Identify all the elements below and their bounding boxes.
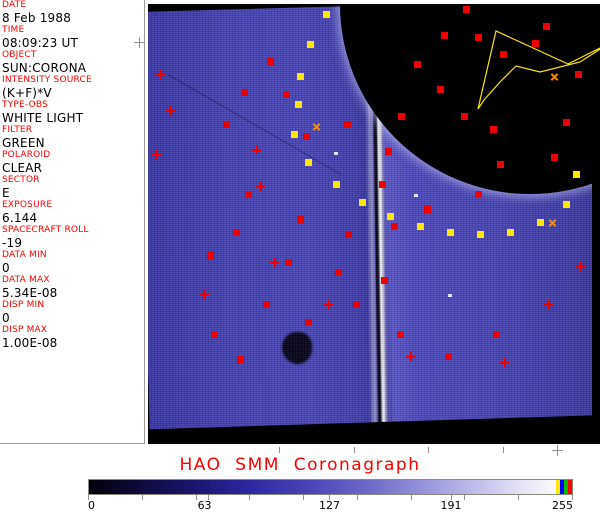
metadata-value: 0 (2, 261, 10, 275)
metadata-entry: SECTOR E (0, 175, 144, 200)
metadata-entry: DATA MAX 5.34E-08 (0, 275, 144, 300)
axis-tick (502, 447, 504, 453)
metadata-value: 5.34E-08 (2, 286, 58, 300)
metadata-value: 0 (2, 311, 10, 325)
axis-tick (428, 447, 430, 453)
colorbar-tick-label: 63 (197, 499, 212, 512)
bright-spot (414, 194, 418, 197)
metadata-label: TIME (2, 25, 25, 35)
metadata-label: DISP MAX (2, 325, 48, 335)
corona-field (148, 4, 600, 444)
metadata-label: DATA MIN (2, 250, 47, 260)
dust-blob (282, 332, 312, 364)
bright-spot (448, 294, 452, 297)
metadata-value: 6.144 (2, 211, 38, 225)
colorbar-tick (88, 495, 89, 500)
colorbar-tick (207, 495, 209, 500)
metadata-value: CLEAR (2, 161, 43, 175)
colorbar-tick-label: 0 (88, 499, 95, 512)
metadata-label: DISP MIN (2, 300, 45, 310)
colorbar-tick (410, 495, 412, 500)
colorbar-tick (303, 495, 305, 500)
metadata-label: SECTOR (2, 175, 40, 185)
page-title: HAO SMM Coronagraph (179, 455, 421, 475)
colorbar-yellow-flag (556, 480, 560, 494)
colorbar-green-flag (564, 480, 568, 494)
metadata-value: 08:09:23 UT (2, 36, 79, 50)
metadata-label: EXPOSURE (2, 200, 53, 210)
colorbar-tick (329, 495, 331, 500)
metadata-value: GREEN (2, 136, 45, 150)
metadata-label: SPACECRAFT ROLL (2, 225, 89, 235)
axis-tick-plus (134, 37, 145, 48)
metadata-entry: DISP MIN 0 (0, 300, 144, 325)
metadata-value: E (2, 186, 10, 200)
colorbar-tick-label: 255 (552, 499, 573, 512)
metadata-entry: POLAROID CLEAR (0, 150, 144, 175)
metadata-entry: FILTER GREEN (0, 125, 144, 150)
colorbar-tick (464, 495, 466, 500)
colorbar-tick-label: 191 (440, 499, 462, 512)
axis-tick (279, 447, 281, 453)
colorbar-tick-label: 127 (319, 499, 341, 512)
metadata-label: INTENSITY SOURCE (2, 75, 92, 85)
metadata-label: TYPE-OBS (2, 100, 49, 110)
coronagraph-image[interactable] (148, 4, 600, 444)
metadata-entry: EXPOSURE 6.144 (0, 200, 144, 225)
colorbar-gradient (88, 479, 573, 495)
metadata-entry: DISP MAX 1.00E-08 (0, 325, 144, 350)
metadata-panel: DATE 8 Feb 1988 TIME 08:09:23 UT OBJECT SUN:C… (0, 0, 145, 444)
axis-tick (353, 447, 355, 453)
metadata-value: (K+F)*V (2, 86, 52, 100)
metadata-value: 1.00E-08 (2, 336, 58, 350)
colorbar-axis: 0 63 127 191 255 (88, 495, 573, 512)
metadata-entry: SPACECRAFT ROLL -19 (0, 225, 144, 250)
metadata-entry: INTENSITY SOURCE (K+F)*V (0, 75, 144, 100)
metadata-value: 8 Feb 1988 (2, 11, 72, 25)
axis-tick-plus (552, 445, 564, 456)
metadata-entry: TYPE-OBS WHITE LIGHT (0, 100, 144, 125)
metadata-value: WHITE LIGHT (2, 111, 84, 125)
colorbar-red-flag (568, 480, 572, 494)
metadata-label: OBJECT (2, 50, 37, 60)
metadata-value: -19 (2, 236, 23, 250)
colorbar-blue-flag (560, 480, 564, 494)
metadata-entry: OBJECT SUN:CORONA (0, 50, 144, 75)
colorbar-tick (141, 495, 143, 500)
sky-region-right (592, 4, 600, 444)
metadata-value: SUN:CORONA (2, 61, 87, 75)
colorbar-tick (195, 495, 197, 500)
metadata-entry: TIME 08:09:23 UT (0, 25, 144, 50)
colorbar-tick (249, 495, 251, 500)
colorbar-tick (518, 495, 520, 500)
metadata-label: FILTER (2, 125, 33, 135)
metadata-entry: DATE 8 Feb 1988 (0, 0, 144, 25)
colorbar-tick (356, 495, 358, 500)
colorbar[interactable] (88, 479, 573, 495)
metadata-label: POLAROID (2, 150, 51, 160)
colorbar-tick (450, 495, 452, 500)
metadata-label: DATE (2, 0, 27, 10)
metadata-label: DATA MAX (2, 275, 50, 285)
bright-spot (334, 152, 338, 155)
metadata-entry: DATA MIN 0 (0, 250, 144, 275)
colorbar-tick (572, 495, 573, 500)
